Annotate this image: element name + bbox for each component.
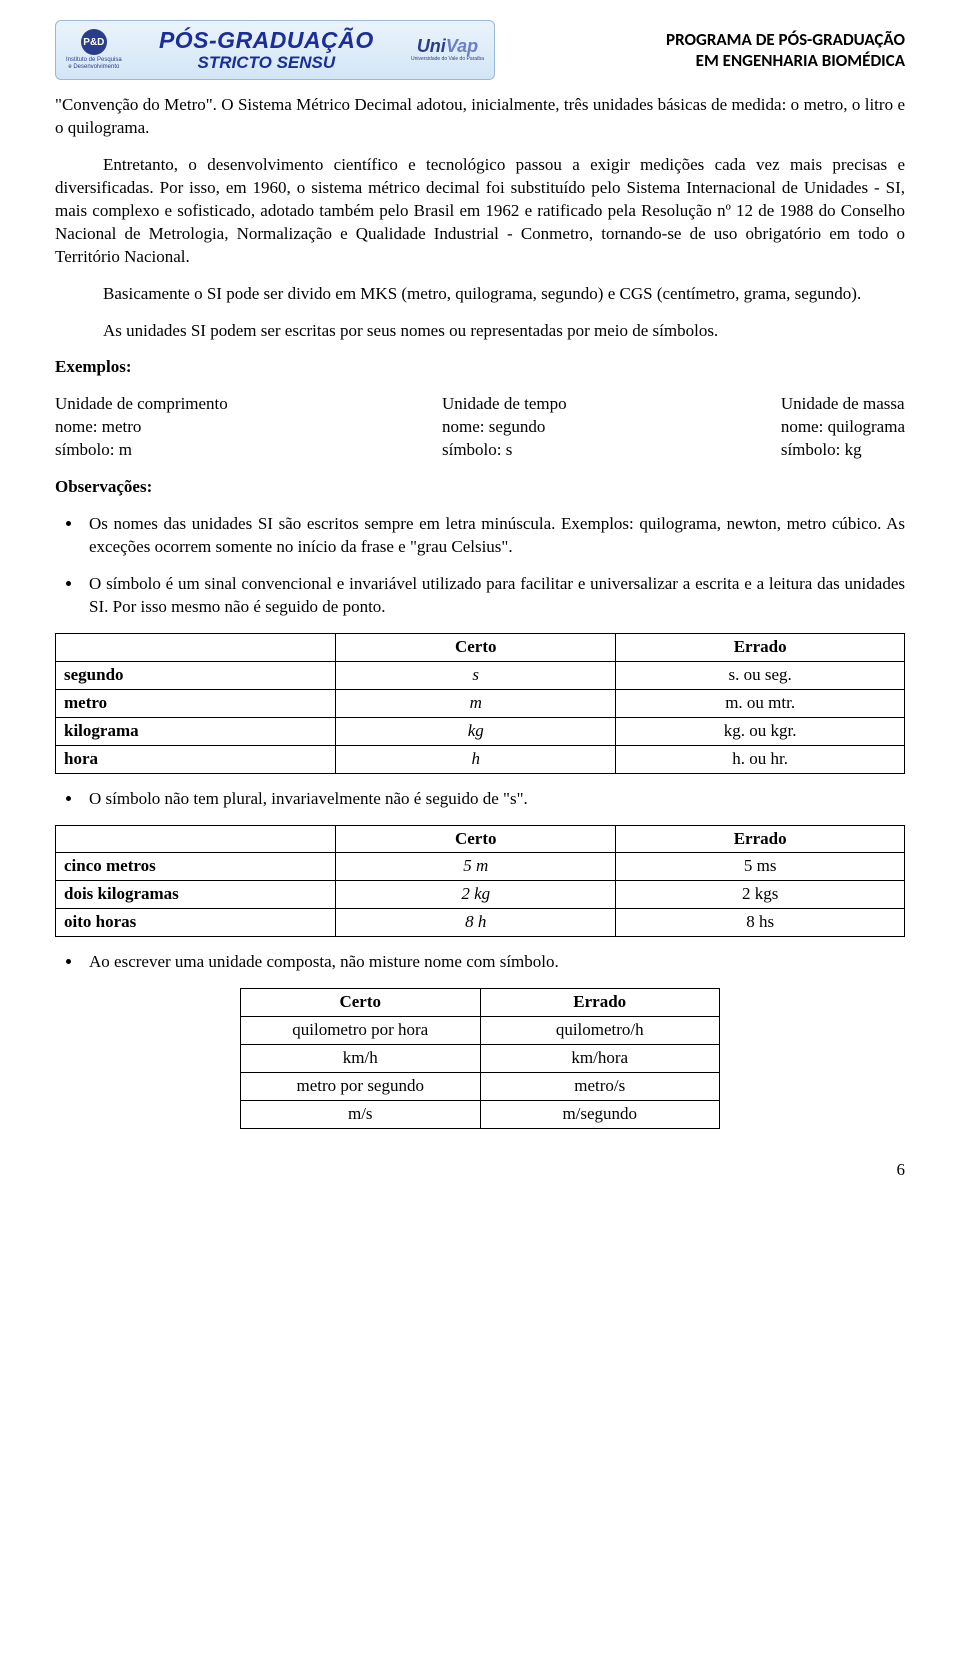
t1-r1-certo: m xyxy=(336,689,616,717)
page-number: 6 xyxy=(55,1159,905,1182)
col2-l2: símbolo: s xyxy=(442,439,567,462)
bullet-3: O símbolo não tem plural, invariavelment… xyxy=(83,788,905,811)
t2-h-certo: Certo xyxy=(336,825,616,853)
paragraph-2: Entretanto, o desenvolvimento científico… xyxy=(55,154,905,269)
t1-r3-certo: h xyxy=(336,745,616,773)
t3-h-errado: Errado xyxy=(480,989,720,1017)
t1-r2-certo: kg xyxy=(336,717,616,745)
col3-title: Unidade de massa xyxy=(781,393,905,416)
bullet-list-1: Os nomes das unidades SI são escritos se… xyxy=(55,513,905,559)
univap-logo-icon: UniVap xyxy=(417,37,478,57)
t2-r1-label: dois kilogramas xyxy=(56,881,336,909)
t1-h-certo: Certo xyxy=(336,633,616,661)
bullet-1: Os nomes das unidades SI são escritos se… xyxy=(83,513,905,559)
bullet-list-4: Ao escrever uma unidade composta, não mi… xyxy=(55,951,905,974)
exemplos-col-2: Unidade de tempo nome: segundo símbolo: … xyxy=(442,393,567,462)
t1-r1-label: metro xyxy=(56,689,336,717)
t3-r3-certo: m/s xyxy=(241,1100,481,1128)
t2-r0-certo: 5 m xyxy=(336,853,616,881)
table-row: dois kilogramas 2 kg 2 kgs xyxy=(56,881,905,909)
t2-r2-certo: 8 h xyxy=(336,909,616,937)
table-row: Certo Errado xyxy=(56,825,905,853)
t3-h-certo: Certo xyxy=(241,989,481,1017)
t2-h-errado: Errado xyxy=(616,825,905,853)
table-row: oito horas 8 h 8 hs xyxy=(56,909,905,937)
t1-r2-errado: kg. ou kgr. xyxy=(616,717,905,745)
exemplos-heading: Exemplos: xyxy=(55,356,905,379)
pd-badge-icon: P&D xyxy=(81,29,107,55)
header-line1: PROGRAMA DE PÓS-GRADUAÇÃO xyxy=(666,29,905,50)
paragraph-1: "Convenção do Metro". O Sistema Métrico … xyxy=(55,94,905,140)
exemplos-col-1: Unidade de comprimento nome: metro símbo… xyxy=(55,393,228,462)
table-row: hora h h. ou hr. xyxy=(56,745,905,773)
table-row: metro por segundo metro/s xyxy=(241,1073,720,1101)
header-program: PROGRAMA DE PÓS-GRADUAÇÃO EM ENGENHARIA … xyxy=(666,29,905,72)
t2-r2-errado: 8 hs xyxy=(616,909,905,937)
t1-r0-certo: s xyxy=(336,661,616,689)
t1-r0-errado: s. ou seg. xyxy=(616,661,905,689)
banner-logo-right: UniVap Universidade do Vale do Paraíba xyxy=(411,37,484,62)
logo-left-line1: Instituto de Pesquisa xyxy=(66,57,122,64)
bullet-list-3: O símbolo não tem plural, invariavelment… xyxy=(55,788,905,811)
table-2: Certo Errado cinco metros 5 m 5 ms dois … xyxy=(55,825,905,938)
t2-r1-certo: 2 kg xyxy=(336,881,616,909)
t3-r0-errado: quilometro/h xyxy=(480,1017,720,1045)
t2-r2-label: oito horas xyxy=(56,909,336,937)
banner-logo-left: P&D Instituto de Pesquisa e Desenvolvime… xyxy=(66,29,122,70)
table-row: m/s m/segundo xyxy=(241,1100,720,1128)
t3-r2-errado: metro/s xyxy=(480,1073,720,1101)
exemplos-columns: Unidade de comprimento nome: metro símbo… xyxy=(55,393,905,462)
table-row: segundo s s. ou seg. xyxy=(56,661,905,689)
col1-l1: nome: metro xyxy=(55,416,228,439)
col2-title: Unidade de tempo xyxy=(442,393,567,416)
t1-r1-errado: m. ou mtr. xyxy=(616,689,905,717)
bullet-4: Ao escrever uma unidade composta, não mi… xyxy=(83,951,905,974)
t2-r0-errado: 5 ms xyxy=(616,853,905,881)
col3-l2: símbolo: kg xyxy=(781,439,905,462)
table-1: Certo Errado segundo s s. ou seg. metro … xyxy=(55,633,905,774)
banner: P&D Instituto de Pesquisa e Desenvolvime… xyxy=(55,20,495,80)
banner-title: PÓS-GRADUAÇÃO xyxy=(122,29,411,52)
col3-l1: nome: quilograma xyxy=(781,416,905,439)
observacoes-heading: Observações: xyxy=(55,476,905,499)
bullet-list-2: O símbolo é um sinal convencional e inva… xyxy=(55,573,905,619)
table-row: km/h km/hora xyxy=(241,1045,720,1073)
table-row: quilometro por hora quilometro/h xyxy=(241,1017,720,1045)
t3-r3-errado: m/segundo xyxy=(480,1100,720,1128)
exemplos-col-3: Unidade de massa nome: quilograma símbol… xyxy=(781,393,905,462)
t3-r1-errado: km/hora xyxy=(480,1045,720,1073)
t1-r3-label: hora xyxy=(56,745,336,773)
logo-left-line2: e Desenvolvimento xyxy=(68,64,119,71)
t1-r0-label: segundo xyxy=(56,661,336,689)
t3-r1-certo: km/h xyxy=(241,1045,481,1073)
col2-l1: nome: segundo xyxy=(442,416,567,439)
table-row: cinco metros 5 m 5 ms xyxy=(56,853,905,881)
banner-center: PÓS-GRADUAÇÃO STRICTO SENSU xyxy=(122,29,411,71)
paragraph-4: As unidades SI podem ser escritas por se… xyxy=(55,320,905,343)
table-row: metro m m. ou mtr. xyxy=(56,689,905,717)
table-row: Certo Errado xyxy=(56,633,905,661)
col1-l2: símbolo: m xyxy=(55,439,228,462)
t2-r1-errado: 2 kgs xyxy=(616,881,905,909)
t1-r3-errado: h. ou hr. xyxy=(616,745,905,773)
logo-right-sub: Universidade do Vale do Paraíba xyxy=(411,57,484,63)
table-row: kilograma kg kg. ou kgr. xyxy=(56,717,905,745)
table-row: Certo Errado xyxy=(241,989,720,1017)
table-3: Certo Errado quilometro por hora quilome… xyxy=(240,988,720,1129)
page-header: P&D Instituto de Pesquisa e Desenvolvime… xyxy=(55,20,905,80)
paragraph-3: Basicamente o SI pode ser divido em MKS … xyxy=(55,283,905,306)
col1-title: Unidade de comprimento xyxy=(55,393,228,416)
t3-r0-certo: quilometro por hora xyxy=(241,1017,481,1045)
banner-subtitle: STRICTO SENSU xyxy=(122,54,411,71)
t1-r2-label: kilograma xyxy=(56,717,336,745)
t1-h-errado: Errado xyxy=(616,633,905,661)
header-line2: EM ENGENHARIA BIOMÉDICA xyxy=(666,50,905,71)
bullet-2: O símbolo é um sinal convencional e inva… xyxy=(83,573,905,619)
t2-r0-label: cinco metros xyxy=(56,853,336,881)
t3-r2-certo: metro por segundo xyxy=(241,1073,481,1101)
